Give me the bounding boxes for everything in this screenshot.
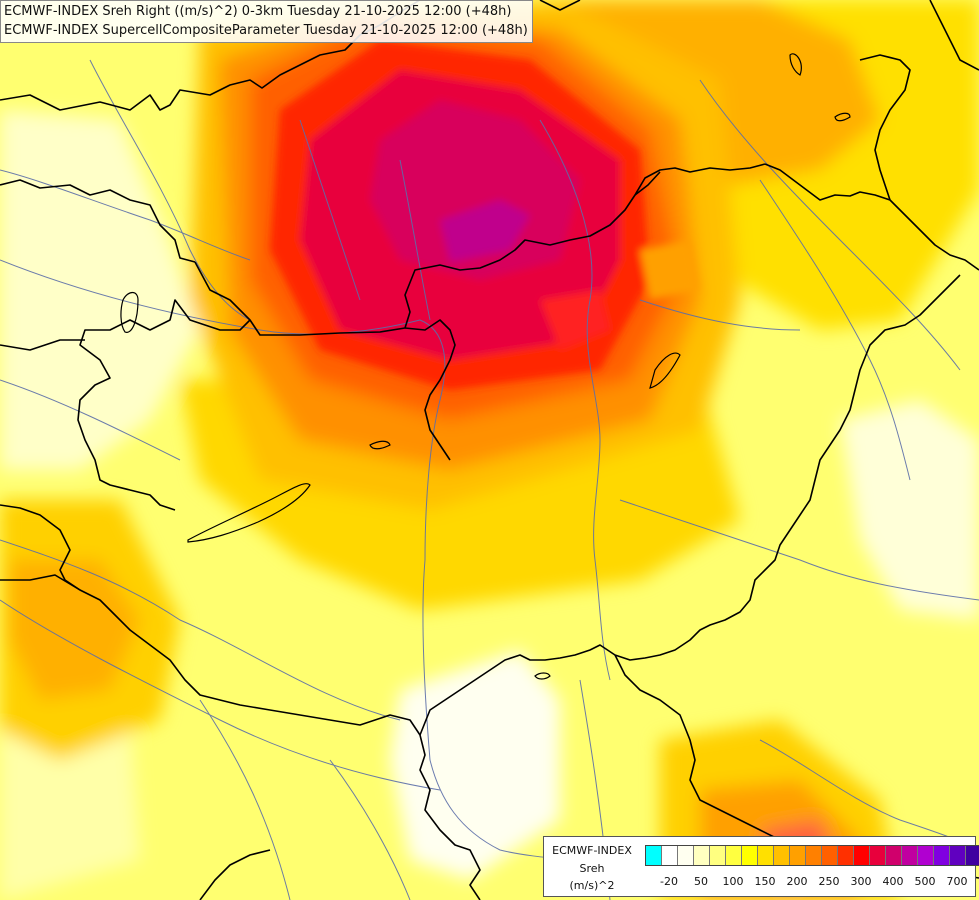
legend-tick: 200 <box>786 875 808 888</box>
border-at-it <box>0 339 85 351</box>
legend-tick: 400 <box>882 875 904 888</box>
legend-tick: 100 <box>722 875 744 888</box>
legend-swatch <box>662 846 678 865</box>
legend-tick: 500 <box>914 875 936 888</box>
border-hu-ro <box>404 319 456 461</box>
river-hron <box>399 159 431 321</box>
magenta-area <box>440 200 530 262</box>
legend-source: ECMWF-INDEX <box>552 844 632 857</box>
river-prut <box>699 79 961 371</box>
lake-small-ro <box>649 352 681 389</box>
legend-tick: 700 <box>946 875 968 888</box>
pale-area-southwest <box>0 700 140 900</box>
border-rs-bg <box>614 654 781 841</box>
legend-swatch <box>806 846 822 865</box>
legend-tick: 50 <box>694 875 708 888</box>
map-title-box: ECMWF-INDEX Sreh Right ((m/s)^2) 0-3km T… <box>0 0 533 43</box>
legend-swatch <box>886 846 902 865</box>
legend-swatch <box>710 846 726 865</box>
legend-tick: 250 <box>818 875 840 888</box>
lake-small-ua-2 <box>834 112 851 122</box>
color-legend: ECMWF-INDEX Sreh (m/s)^2 -20 50 100 150 200 2… <box>543 836 979 897</box>
lake-balaton <box>187 483 311 543</box>
legend-swatch <box>934 846 950 865</box>
deep-crimson-area <box>370 100 580 280</box>
legend-swatch <box>870 846 886 865</box>
legend-swatch <box>646 846 662 865</box>
orange-area-southwest <box>10 560 140 700</box>
legend-swatch <box>822 846 838 865</box>
border-sk-ua <box>634 171 661 196</box>
lake-neusiedl <box>120 291 139 333</box>
river-vah <box>299 119 361 301</box>
sreh-core <box>270 40 700 390</box>
red-spot-east <box>540 290 610 350</box>
legend-color-bar <box>645 845 979 866</box>
lake-small-center <box>369 440 391 450</box>
legend-swatch <box>678 846 694 865</box>
pale-area-west <box>0 110 200 470</box>
legend-swatch <box>854 846 870 865</box>
legend-swatch <box>918 846 934 865</box>
river-tisza <box>539 119 611 681</box>
river-sava <box>0 599 441 791</box>
river-drava <box>0 539 401 721</box>
legend-swatch <box>694 846 710 865</box>
river-bosna <box>199 699 291 900</box>
river-mures <box>619 499 979 601</box>
pale-area-east <box>840 400 979 620</box>
title-line-sreh: ECMWF-INDEX Sreh Right ((m/s)^2) 0-3km T… <box>4 4 512 19</box>
border-pl-ua <box>539 0 581 11</box>
legend-swatch <box>774 846 790 865</box>
legend-swatch <box>790 846 806 865</box>
border-ua-ro <box>764 163 891 201</box>
title-line-scp: ECMWF-INDEX SupercellCompositeParameter … <box>4 23 528 38</box>
river-drina <box>329 759 411 900</box>
river-mura <box>0 379 181 461</box>
border-at-hu-slo <box>77 299 251 511</box>
legend-variable: Sreh <box>579 862 605 875</box>
legend-tick: 300 <box>850 875 872 888</box>
legend-tick: 150 <box>754 875 776 888</box>
river-inn <box>0 169 251 261</box>
border-ro-west <box>419 199 979 736</box>
legend-swatch <box>902 846 918 865</box>
lake-small-south <box>534 672 551 680</box>
river-somes <box>639 299 801 331</box>
border-ua-md <box>859 54 911 201</box>
legend-swatch <box>966 846 979 865</box>
lakes <box>120 53 851 680</box>
border-sk-hu <box>194 163 766 336</box>
border-md-ua-east <box>929 0 979 71</box>
legend-tick: -20 <box>660 875 678 888</box>
border-me-al <box>199 849 271 900</box>
orange-spot-east <box>640 240 700 300</box>
border-cz-at <box>0 179 196 263</box>
legend-unit: (m/s)^2 <box>569 879 615 892</box>
legend-swatch <box>758 846 774 865</box>
legend-swatch <box>726 846 742 865</box>
lake-small-ua <box>789 53 802 76</box>
legend-swatch <box>950 846 966 865</box>
border-hr-ba <box>0 574 81 591</box>
border-hr-hu <box>0 504 481 900</box>
legend-swatch <box>838 846 854 865</box>
legend-swatch <box>742 846 758 865</box>
